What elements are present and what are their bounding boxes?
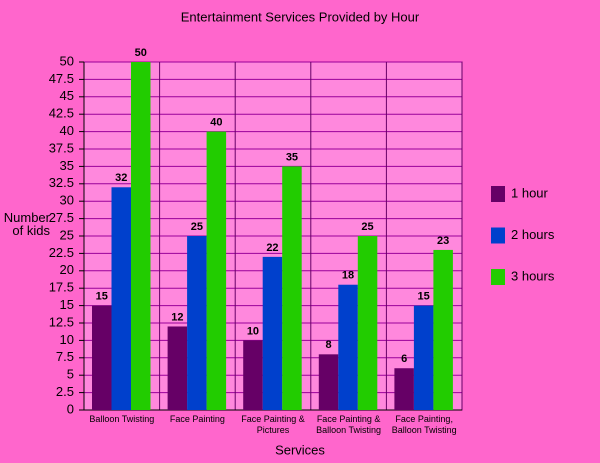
bar xyxy=(167,326,188,410)
x-tick-label: Face Painting & Balloon Twisting xyxy=(316,414,382,435)
data-label: 8 xyxy=(325,339,331,351)
data-label: 50 xyxy=(135,47,147,59)
y-axis-title: Number of kids xyxy=(3,210,50,238)
bar xyxy=(357,236,378,410)
data-label: 10 xyxy=(247,325,259,337)
data-label: 6 xyxy=(401,353,407,365)
data-label: 32 xyxy=(115,172,127,184)
bar xyxy=(243,340,263,410)
x-tick-label: Balloon Twisting xyxy=(89,414,155,424)
bar xyxy=(187,236,207,410)
legend-label: 3 hours xyxy=(511,268,555,283)
y-tick-label: 35 xyxy=(60,158,74,173)
bar xyxy=(111,187,131,410)
bar xyxy=(394,368,414,410)
legend-swatch xyxy=(491,227,505,244)
y-tick-label: 27.5 xyxy=(49,210,74,225)
bar xyxy=(318,354,339,410)
data-label: 15 xyxy=(96,291,108,303)
y-tick-label: 40 xyxy=(60,123,74,138)
legend-label: 2 hours xyxy=(511,227,555,242)
bar xyxy=(92,305,112,410)
data-label: 15 xyxy=(418,291,430,303)
y-tick-label: 15 xyxy=(60,297,74,312)
data-label: 25 xyxy=(191,221,203,233)
bar xyxy=(131,62,151,410)
x-tick-label: Face Painting xyxy=(169,414,225,424)
legend-swatch xyxy=(491,186,505,202)
bar xyxy=(413,305,434,410)
x-axis-title: Services xyxy=(275,442,325,457)
y-tick-label: 2.5 xyxy=(56,384,74,399)
x-tick-label: Face Painting, Balloon Twisting xyxy=(391,414,457,435)
y-tick-label: 17.5 xyxy=(49,280,74,295)
y-tick-label: 47.5 xyxy=(49,71,74,86)
legend-swatch xyxy=(491,269,505,285)
bar xyxy=(206,131,227,410)
y-tick-label: 32.5 xyxy=(49,175,74,190)
legend-label: 1 hour xyxy=(511,185,549,200)
data-label: 22 xyxy=(266,242,278,254)
data-label: 18 xyxy=(342,270,354,282)
data-label: 35 xyxy=(286,151,298,163)
x-tick-label: Face Painting & Pictures xyxy=(241,414,305,435)
y-tick-label: 5 xyxy=(67,367,74,382)
y-tick-label: 7.5 xyxy=(56,349,74,364)
y-tick-label: 45 xyxy=(60,88,74,103)
y-tick-label: 25 xyxy=(60,227,74,242)
data-label: 25 xyxy=(361,221,373,233)
y-tick-label: 42.5 xyxy=(49,106,74,121)
bar xyxy=(282,166,302,410)
data-label: 23 xyxy=(437,235,449,247)
y-tick-label: 10 xyxy=(60,332,74,347)
bar xyxy=(338,284,358,410)
y-tick-label: 12.5 xyxy=(49,314,74,329)
y-tick-label: 50 xyxy=(60,53,74,68)
y-tick-label: 22.5 xyxy=(49,245,74,260)
data-label: 40 xyxy=(210,117,222,129)
y-tick-label: 30 xyxy=(60,193,74,208)
bar xyxy=(433,249,453,410)
bar xyxy=(262,256,283,410)
y-tick-label: 37.5 xyxy=(49,140,74,155)
y-tick-label: 0 xyxy=(67,401,74,416)
y-tick-label: 20 xyxy=(60,262,74,277)
data-label: 12 xyxy=(171,311,183,323)
chart-title: Entertainment Services Provided by Hour xyxy=(181,9,420,24)
